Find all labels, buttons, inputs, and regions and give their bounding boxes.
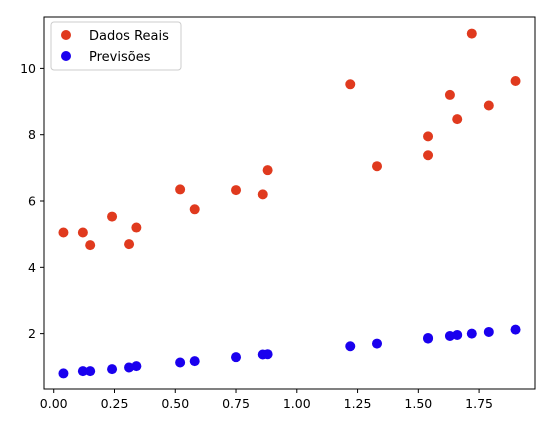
point-dados-reais xyxy=(262,165,273,176)
point-dados-reais xyxy=(77,227,88,238)
y-tick-label: 2 xyxy=(28,326,36,341)
legend-marker-dados-reais xyxy=(61,30,71,40)
legend-marker-previsoes xyxy=(61,51,71,61)
point-previsoes xyxy=(262,349,273,360)
y-tick-label: 4 xyxy=(28,260,36,275)
point-dados-reais xyxy=(107,211,118,222)
legend-label-previsoes: Previsões xyxy=(89,50,151,65)
legend: Dados Reais Previsões xyxy=(50,21,182,71)
y-tick-label: 6 xyxy=(28,194,36,209)
point-previsoes xyxy=(58,368,69,379)
data-points xyxy=(58,28,521,379)
x-tick-label: 0.75 xyxy=(222,396,250,411)
point-previsoes xyxy=(466,328,477,339)
legend-box xyxy=(50,21,182,71)
point-dados-reais xyxy=(175,184,186,195)
x-tick-label: 1.00 xyxy=(283,396,311,411)
x-tick-label: 1.75 xyxy=(465,396,493,411)
legend-label-dados-reais: Dados Reais xyxy=(89,29,169,44)
point-previsoes xyxy=(372,338,382,349)
point-dados-reais xyxy=(231,185,242,196)
point-previsoes xyxy=(510,324,521,335)
point-previsoes xyxy=(231,352,242,363)
point-dados-reais xyxy=(444,89,455,100)
point-dados-reais xyxy=(423,131,434,142)
point-previsoes xyxy=(189,356,200,367)
point-dados-reais xyxy=(257,189,268,200)
x-axis: 0.00 0.25 0.50 0.75 1.00 1.25 1.50 1.75 xyxy=(40,389,493,411)
point-previsoes xyxy=(483,326,494,337)
point-dados-reais xyxy=(345,79,356,90)
y-tick-label: 8 xyxy=(28,127,36,142)
point-dados-reais xyxy=(372,161,382,172)
point-previsoes xyxy=(175,357,186,368)
x-tick-label: 0.25 xyxy=(101,396,129,411)
point-previsoes xyxy=(345,341,356,352)
point-dados-reais xyxy=(510,75,521,86)
x-tick-label: 0.00 xyxy=(40,396,68,411)
point-dados-reais xyxy=(189,204,200,215)
point-dados-reais xyxy=(131,222,142,233)
point-previsoes xyxy=(131,361,142,372)
point-dados-reais xyxy=(452,114,463,125)
point-dados-reais xyxy=(423,150,434,161)
point-previsoes xyxy=(444,330,455,341)
point-previsoes xyxy=(452,329,463,340)
x-tick-label: 0.50 xyxy=(161,396,189,411)
point-dados-reais xyxy=(483,100,494,111)
point-dados-reais xyxy=(124,239,135,250)
point-dados-reais xyxy=(85,240,96,251)
point-dados-reais xyxy=(58,227,69,238)
point-previsoes xyxy=(423,332,434,343)
point-previsoes xyxy=(85,366,96,377)
x-tick-label: 1.50 xyxy=(404,396,432,411)
y-axis: 2 4 6 8 10 xyxy=(20,61,44,341)
y-tick-label: 10 xyxy=(20,61,36,76)
x-tick-label: 1.25 xyxy=(344,396,372,411)
axes-frame xyxy=(43,16,536,390)
point-previsoes xyxy=(77,366,88,377)
point-previsoes xyxy=(107,364,118,375)
point-dados-reais xyxy=(466,28,477,39)
